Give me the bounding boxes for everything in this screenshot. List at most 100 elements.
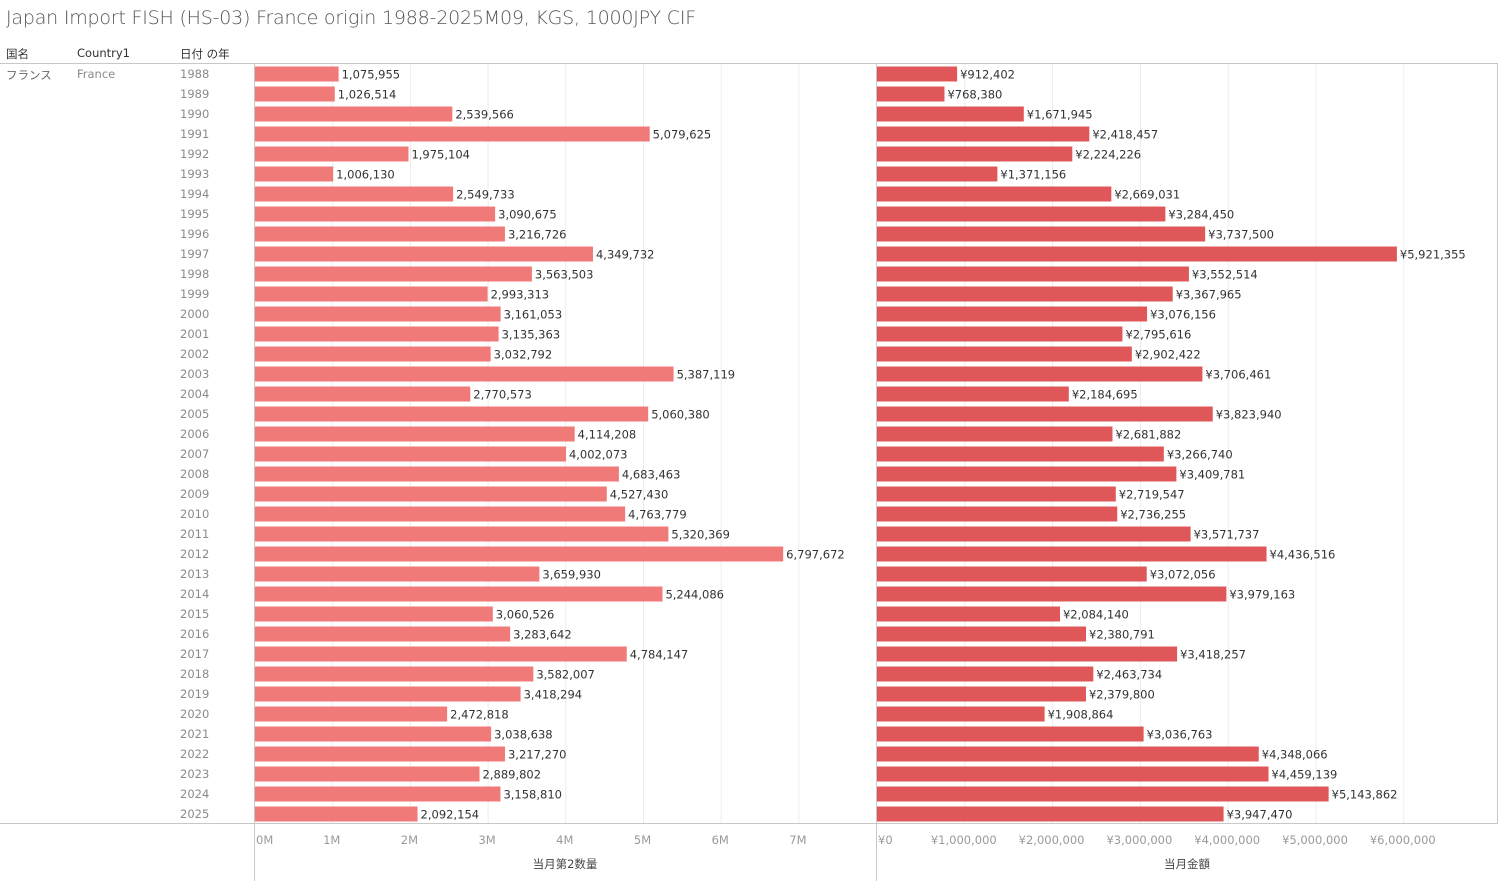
amount-value-label: ¥3,072,056 [1150,568,1216,582]
quantity-bar-2003[interactable] [255,366,674,382]
quantity-bar-1996[interactable] [255,226,505,242]
quantity-value-label: 5,060,380 [651,408,710,422]
amount-bar-2000[interactable] [877,306,1148,322]
amount-bar-2023[interactable] [877,766,1269,782]
quantity-bar-1993[interactable] [255,166,334,182]
amount-bar-2020[interactable] [877,706,1045,722]
amount-bar-2005[interactable] [877,406,1213,422]
amount-bar-1989[interactable] [877,86,945,102]
quantity-bar-2007[interactable] [255,446,566,462]
quantity-value-label: 3,418,294 [524,688,583,702]
amount-bar-2015[interactable] [877,606,1060,622]
amount-bar-2019[interactable] [877,686,1086,702]
quantity-value-label: 2,539,566 [455,108,514,122]
amount-bar-1988[interactable] [877,66,958,82]
quantity-bar-2021[interactable] [255,726,492,742]
year-label: 2023 [180,767,210,781]
quantity-bar-2011[interactable] [255,526,669,542]
amount-bar-1994[interactable] [877,186,1112,202]
amount-value-label: ¥2,418,457 [1092,128,1158,142]
quantity-bar-1995[interactable] [255,206,496,222]
amount-bar-2014[interactable] [877,586,1227,602]
quantity-bar-2000[interactable] [255,306,501,322]
quantity-bar-2010[interactable] [255,506,626,522]
amount-bar-2007[interactable] [877,446,1164,462]
amount-bar-2009[interactable] [877,486,1116,502]
quantity-bar-2014[interactable] [255,586,663,602]
amount-bar-1997[interactable] [877,246,1397,262]
quantity-bar-2017[interactable] [255,646,627,662]
quantity-bar-2020[interactable] [255,706,448,722]
amount-value-label: ¥2,681,882 [1115,428,1181,442]
amount-bar-2002[interactable] [877,346,1132,362]
quantity-bar-1997[interactable] [255,246,593,262]
amount-bar-2022[interactable] [877,746,1259,762]
quantity-bar-2013[interactable] [255,566,540,582]
quantity-bar-2022[interactable] [255,746,505,762]
header-country1[interactable]: Country1 [77,46,131,60]
amount-bar-2024[interactable] [877,786,1329,802]
quantity-bar-1991[interactable] [255,126,650,142]
quantity-value-label: 1,006,130 [336,168,395,182]
amount-bar-2012[interactable] [877,546,1267,562]
quantity-bar-2001[interactable] [255,326,499,342]
quantity-bar-1989[interactable] [255,86,335,102]
amount-bars [877,66,1397,822]
quantity-bar-1998[interactable] [255,266,532,282]
quantity-bar-2019[interactable] [255,686,521,702]
amount-bar-2011[interactable] [877,526,1191,542]
amount-bar-2013[interactable] [877,566,1147,582]
quantity-bar-2016[interactable] [255,626,511,642]
amount-bar-2018[interactable] [877,666,1094,682]
amount-bar-2003[interactable] [877,366,1203,382]
year-label: 2001 [180,327,210,341]
amount-bar-1999[interactable] [877,286,1173,302]
amount-bar-2001[interactable] [877,326,1123,342]
amount-value-label: ¥2,380,791 [1089,628,1155,642]
amount-bar-2008[interactable] [877,466,1177,482]
amount-bar-2010[interactable] [877,506,1118,522]
amount-bar-1990[interactable] [877,106,1024,122]
amount-bar-1995[interactable] [877,206,1166,222]
quantity-bar-2025[interactable] [255,806,418,822]
amount-value-label: ¥2,084,140 [1063,608,1129,622]
header-year[interactable]: 日付 の年 [180,47,230,61]
amount-bar-2021[interactable] [877,726,1144,742]
amount-value-label: ¥2,379,800 [1089,688,1155,702]
amount-bar-1993[interactable] [877,166,998,182]
quantity-bar-2005[interactable] [255,406,649,422]
quantity-bar-2023[interactable] [255,766,480,782]
quantity-bar-2015[interactable] [255,606,493,622]
amount-bar-2004[interactable] [877,386,1069,402]
quantity-bar-2004[interactable] [255,386,471,402]
quantity-bar-2008[interactable] [255,466,619,482]
amount-bar-1998[interactable] [877,266,1189,282]
amount-bar-2016[interactable] [877,626,1087,642]
quantity-bar-1992[interactable] [255,146,409,162]
quantity-bar-2012[interactable] [255,546,784,562]
quantity-axis-title: 当月第2数量 [533,857,598,871]
amount-bar-1996[interactable] [877,226,1206,242]
quantity-bar-2006[interactable] [255,426,575,442]
quantity-bar-1999[interactable] [255,286,488,302]
quantity-bar-1988[interactable] [255,66,339,82]
amount-bar-1992[interactable] [877,146,1073,162]
quantity-bar-1994[interactable] [255,186,454,202]
amount-bar-1991[interactable] [877,126,1090,142]
quantity-value-labels: 1,075,955 1,026,514 2,539,566 5,079,625 1,97… [336,68,845,822]
header-divider [0,63,1497,64]
quantity-value-label: 5,244,086 [665,588,724,602]
amount-bar-2017[interactable] [877,646,1178,662]
amount-bar-2025[interactable] [877,806,1224,822]
quantity-bar-2018[interactable] [255,666,534,682]
header-country-ja[interactable]: 国名 [6,47,29,61]
quantity-bar-2009[interactable] [255,486,607,502]
year-label: 2014 [180,587,210,601]
quantity-bar-2024[interactable] [255,786,501,802]
amount-bar-2006[interactable] [877,426,1113,442]
amount-value-label: ¥4,436,516 [1270,548,1336,562]
amount-axis-tick-label: ¥0 [878,833,893,847]
quantity-bar-2002[interactable] [255,346,491,362]
year-label: 1989 [180,87,210,101]
quantity-bar-1990[interactable] [255,106,453,122]
